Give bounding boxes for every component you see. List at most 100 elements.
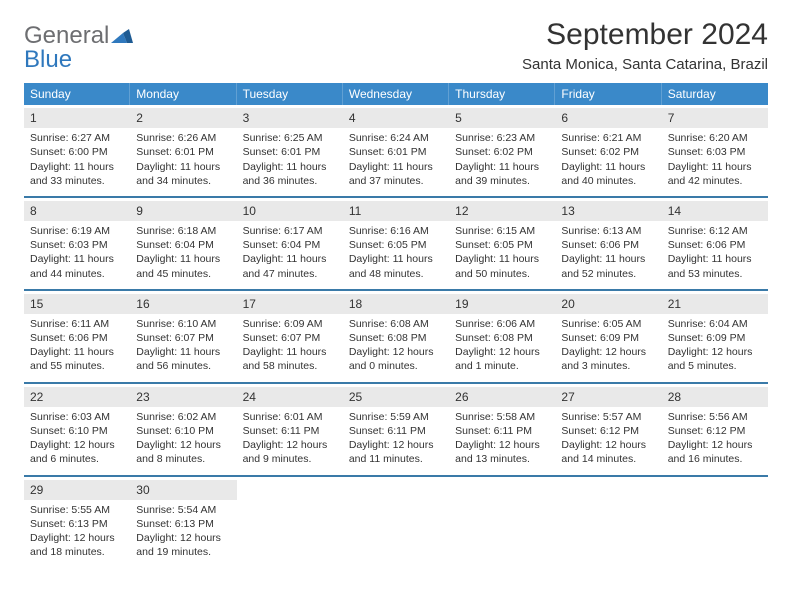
day-cell: 24 Sunrise: 6:01 AM Sunset: 6:11 PM Dayl… bbox=[237, 384, 343, 475]
day-number: 27 bbox=[555, 387, 661, 407]
sunrise-text: Sunrise: 5:58 AM bbox=[455, 410, 549, 424]
sunrise-text: Sunrise: 6:20 AM bbox=[668, 131, 762, 145]
week-row: 1 Sunrise: 6:27 AM Sunset: 6:00 PM Dayli… bbox=[24, 105, 768, 198]
sunrise-text: Sunrise: 6:25 AM bbox=[243, 131, 337, 145]
day-cell: 20 Sunrise: 6:05 AM Sunset: 6:09 PM Dayl… bbox=[555, 291, 661, 382]
sunset-text: Sunset: 6:01 PM bbox=[349, 145, 443, 159]
weekday-header-row: Sunday Monday Tuesday Wednesday Thursday… bbox=[24, 83, 768, 105]
location-text: Santa Monica, Santa Catarina, Brazil bbox=[522, 56, 768, 73]
day-number-empty bbox=[555, 480, 661, 500]
day-number: 9 bbox=[130, 201, 236, 221]
day-cell: 9 Sunrise: 6:18 AM Sunset: 6:04 PM Dayli… bbox=[130, 198, 236, 289]
day-number: 19 bbox=[449, 294, 555, 314]
daylight-text: Daylight: 11 hours and 40 minutes. bbox=[561, 160, 655, 188]
sunset-text: Sunset: 6:07 PM bbox=[136, 331, 230, 345]
day-number-empty bbox=[343, 480, 449, 500]
sunrise-text: Sunrise: 5:56 AM bbox=[668, 410, 762, 424]
day-cell: 11 Sunrise: 6:16 AM Sunset: 6:05 PM Dayl… bbox=[343, 198, 449, 289]
day-number: 23 bbox=[130, 387, 236, 407]
sunrise-text: Sunrise: 6:19 AM bbox=[30, 224, 124, 238]
sunset-text: Sunset: 6:08 PM bbox=[455, 331, 549, 345]
daylight-text: Daylight: 12 hours and 3 minutes. bbox=[561, 345, 655, 373]
day-cell: 12 Sunrise: 6:15 AM Sunset: 6:05 PM Dayl… bbox=[449, 198, 555, 289]
sunset-text: Sunset: 6:05 PM bbox=[349, 238, 443, 252]
sunrise-text: Sunrise: 6:11 AM bbox=[30, 317, 124, 331]
sunset-text: Sunset: 6:11 PM bbox=[243, 424, 337, 438]
daylight-text: Daylight: 12 hours and 1 minute. bbox=[455, 345, 549, 373]
day-number: 26 bbox=[449, 387, 555, 407]
daylight-text: Daylight: 11 hours and 45 minutes. bbox=[136, 252, 230, 280]
logo-word2: Blue bbox=[24, 46, 72, 73]
daylight-text: Daylight: 11 hours and 52 minutes. bbox=[561, 252, 655, 280]
daylight-text: Daylight: 11 hours and 47 minutes. bbox=[243, 252, 337, 280]
sunset-text: Sunset: 6:05 PM bbox=[455, 238, 549, 252]
day-cell: 14 Sunrise: 6:12 AM Sunset: 6:06 PM Dayl… bbox=[662, 198, 768, 289]
sunrise-text: Sunrise: 6:16 AM bbox=[349, 224, 443, 238]
calendar-page: GeneralBlue September 2024 Santa Monica,… bbox=[0, 0, 792, 585]
logo-word1: General bbox=[24, 22, 109, 49]
sunrise-text: Sunrise: 5:59 AM bbox=[349, 410, 443, 424]
weekday-header: Monday bbox=[130, 83, 236, 105]
day-cell: 26 Sunrise: 5:58 AM Sunset: 6:11 PM Dayl… bbox=[449, 384, 555, 475]
day-number-empty bbox=[237, 480, 343, 500]
day-number: 17 bbox=[237, 294, 343, 314]
day-number: 18 bbox=[343, 294, 449, 314]
weekday-header: Wednesday bbox=[343, 83, 449, 105]
sunset-text: Sunset: 6:07 PM bbox=[243, 331, 337, 345]
month-title: September 2024 bbox=[522, 18, 768, 52]
sunset-text: Sunset: 6:12 PM bbox=[668, 424, 762, 438]
sunrise-text: Sunrise: 6:02 AM bbox=[136, 410, 230, 424]
sunrise-text: Sunrise: 6:24 AM bbox=[349, 131, 443, 145]
day-number: 21 bbox=[662, 294, 768, 314]
sunset-text: Sunset: 6:04 PM bbox=[136, 238, 230, 252]
sunset-text: Sunset: 6:13 PM bbox=[136, 517, 230, 531]
sunset-text: Sunset: 6:09 PM bbox=[561, 331, 655, 345]
daylight-text: Daylight: 12 hours and 14 minutes. bbox=[561, 438, 655, 466]
day-cell: 22 Sunrise: 6:03 AM Sunset: 6:10 PM Dayl… bbox=[24, 384, 130, 475]
day-number: 15 bbox=[24, 294, 130, 314]
weekday-header: Thursday bbox=[449, 83, 555, 105]
sunrise-text: Sunrise: 6:13 AM bbox=[561, 224, 655, 238]
day-number: 20 bbox=[555, 294, 661, 314]
day-cell: 16 Sunrise: 6:10 AM Sunset: 6:07 PM Dayl… bbox=[130, 291, 236, 382]
daylight-text: Daylight: 11 hours and 58 minutes. bbox=[243, 345, 337, 373]
logo-mark-icon bbox=[111, 22, 133, 49]
sunrise-text: Sunrise: 6:23 AM bbox=[455, 131, 549, 145]
sunset-text: Sunset: 6:01 PM bbox=[243, 145, 337, 159]
sunrise-text: Sunrise: 6:03 AM bbox=[30, 410, 124, 424]
sunrise-text: Sunrise: 6:09 AM bbox=[243, 317, 337, 331]
day-number-empty bbox=[662, 480, 768, 500]
sunrise-text: Sunrise: 6:15 AM bbox=[455, 224, 549, 238]
day-cell: 15 Sunrise: 6:11 AM Sunset: 6:06 PM Dayl… bbox=[24, 291, 130, 382]
logo-text: GeneralBlue bbox=[24, 24, 133, 72]
day-cell: 21 Sunrise: 6:04 AM Sunset: 6:09 PM Dayl… bbox=[662, 291, 768, 382]
day-cell: 19 Sunrise: 6:06 AM Sunset: 6:08 PM Dayl… bbox=[449, 291, 555, 382]
day-cell: 25 Sunrise: 5:59 AM Sunset: 6:11 PM Dayl… bbox=[343, 384, 449, 475]
day-cell: 13 Sunrise: 6:13 AM Sunset: 6:06 PM Dayl… bbox=[555, 198, 661, 289]
title-block: September 2024 Santa Monica, Santa Catar… bbox=[522, 18, 768, 73]
day-number: 24 bbox=[237, 387, 343, 407]
day-cell: 17 Sunrise: 6:09 AM Sunset: 6:07 PM Dayl… bbox=[237, 291, 343, 382]
sunrise-text: Sunrise: 6:18 AM bbox=[136, 224, 230, 238]
week-row: 8 Sunrise: 6:19 AM Sunset: 6:03 PM Dayli… bbox=[24, 198, 768, 291]
day-cell: 30 Sunrise: 5:54 AM Sunset: 6:13 PM Dayl… bbox=[130, 477, 236, 568]
sunset-text: Sunset: 6:10 PM bbox=[30, 424, 124, 438]
day-cell: 18 Sunrise: 6:08 AM Sunset: 6:08 PM Dayl… bbox=[343, 291, 449, 382]
sunset-text: Sunset: 6:13 PM bbox=[30, 517, 124, 531]
daylight-text: Daylight: 12 hours and 0 minutes. bbox=[349, 345, 443, 373]
day-cell: 4 Sunrise: 6:24 AM Sunset: 6:01 PM Dayli… bbox=[343, 105, 449, 196]
daylight-text: Daylight: 11 hours and 42 minutes. bbox=[668, 160, 762, 188]
sunset-text: Sunset: 6:01 PM bbox=[136, 145, 230, 159]
day-number: 8 bbox=[24, 201, 130, 221]
weekday-header: Sunday bbox=[24, 83, 130, 105]
daylight-text: Daylight: 11 hours and 37 minutes. bbox=[349, 160, 443, 188]
sunset-text: Sunset: 6:03 PM bbox=[668, 145, 762, 159]
daylight-text: Daylight: 11 hours and 36 minutes. bbox=[243, 160, 337, 188]
day-number: 12 bbox=[449, 201, 555, 221]
day-cell: 23 Sunrise: 6:02 AM Sunset: 6:10 PM Dayl… bbox=[130, 384, 236, 475]
week-row: 29 Sunrise: 5:55 AM Sunset: 6:13 PM Dayl… bbox=[24, 477, 768, 568]
daylight-text: Daylight: 12 hours and 16 minutes. bbox=[668, 438, 762, 466]
day-cell-empty bbox=[343, 477, 449, 568]
daylight-text: Daylight: 11 hours and 48 minutes. bbox=[349, 252, 443, 280]
daylight-text: Daylight: 11 hours and 39 minutes. bbox=[455, 160, 549, 188]
